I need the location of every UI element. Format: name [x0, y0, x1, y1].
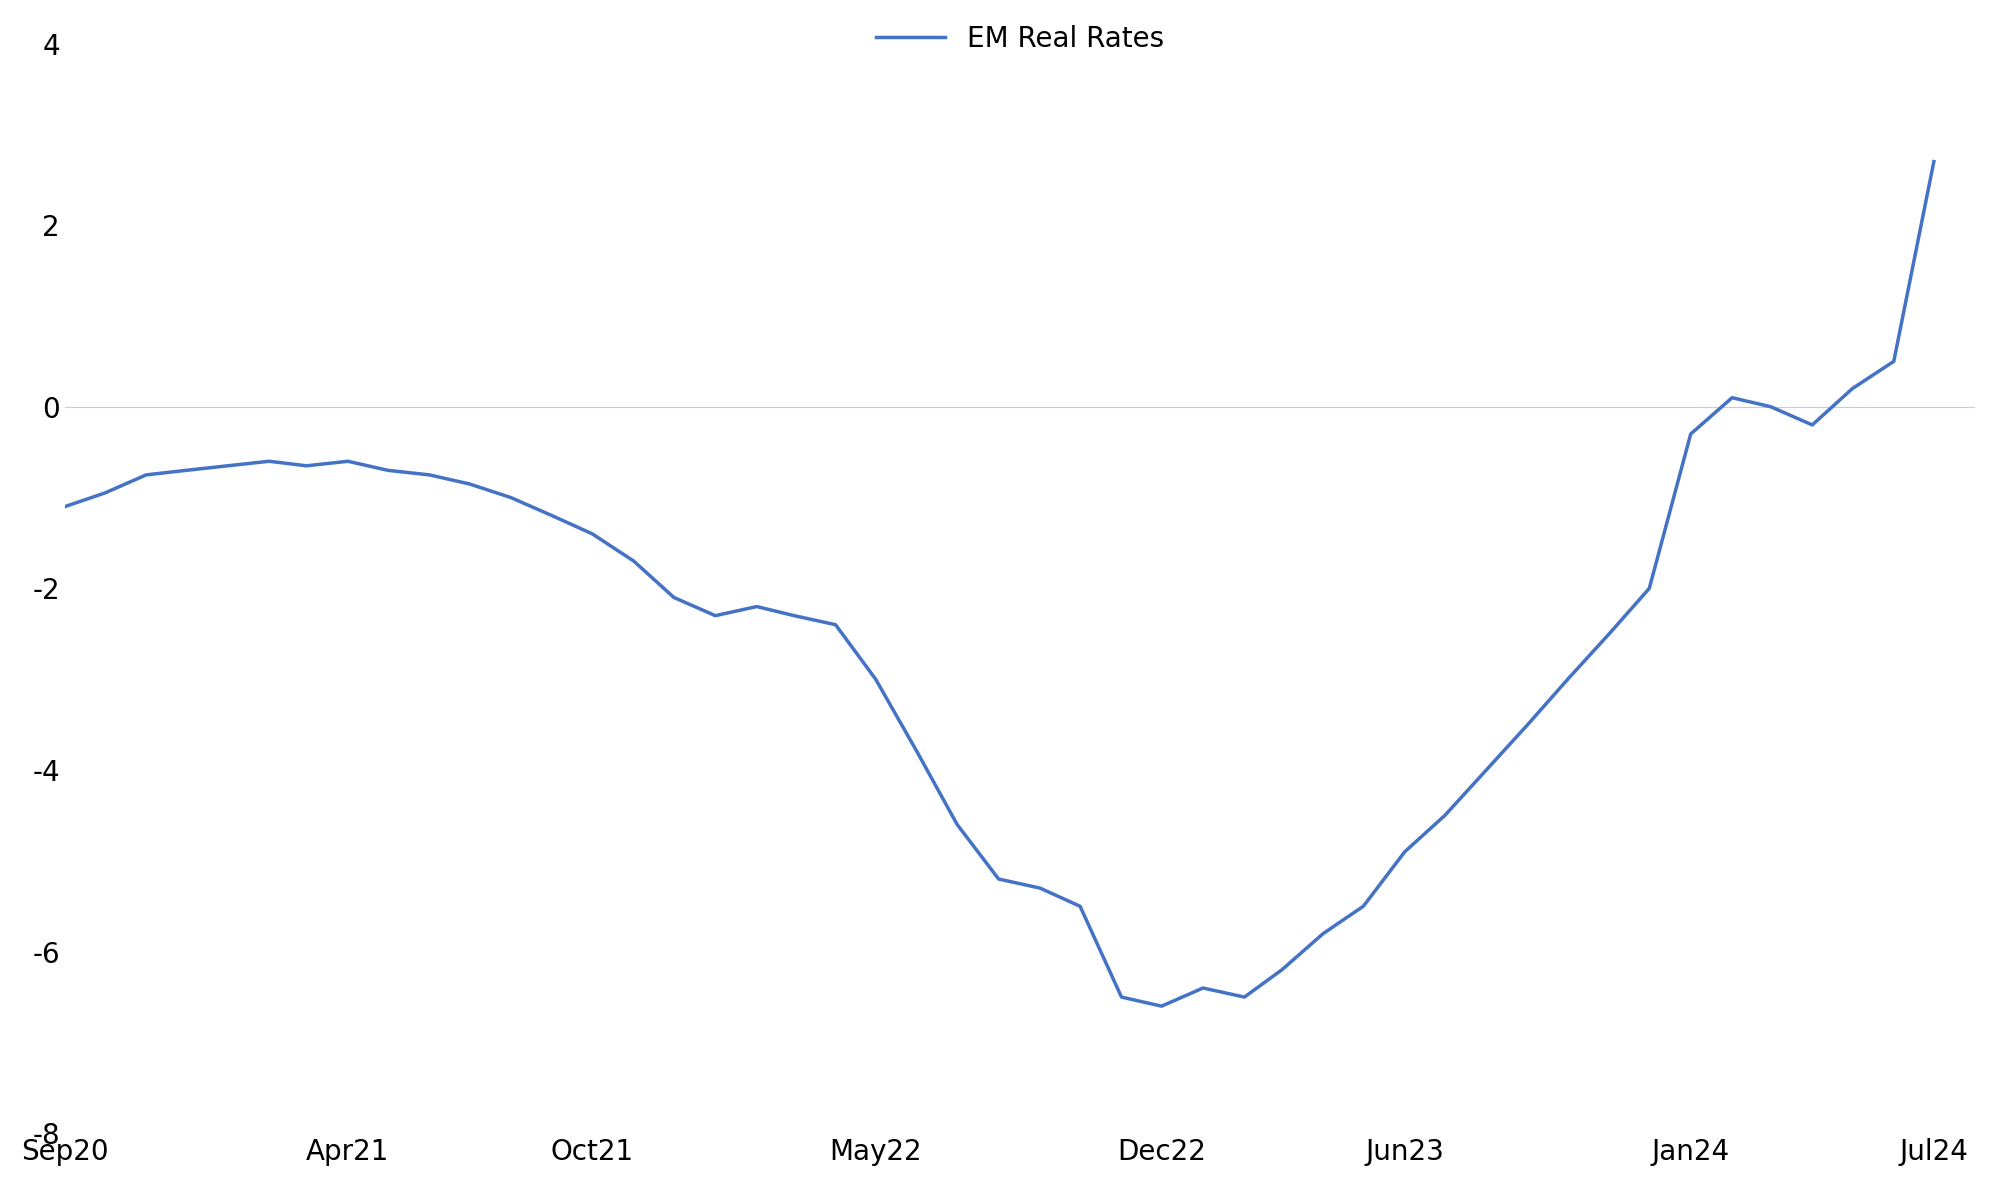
Line: EM Real Rates: EM Real Rates — [64, 161, 1933, 1007]
Legend: EM Real Rates: EM Real Rates — [865, 14, 1176, 64]
